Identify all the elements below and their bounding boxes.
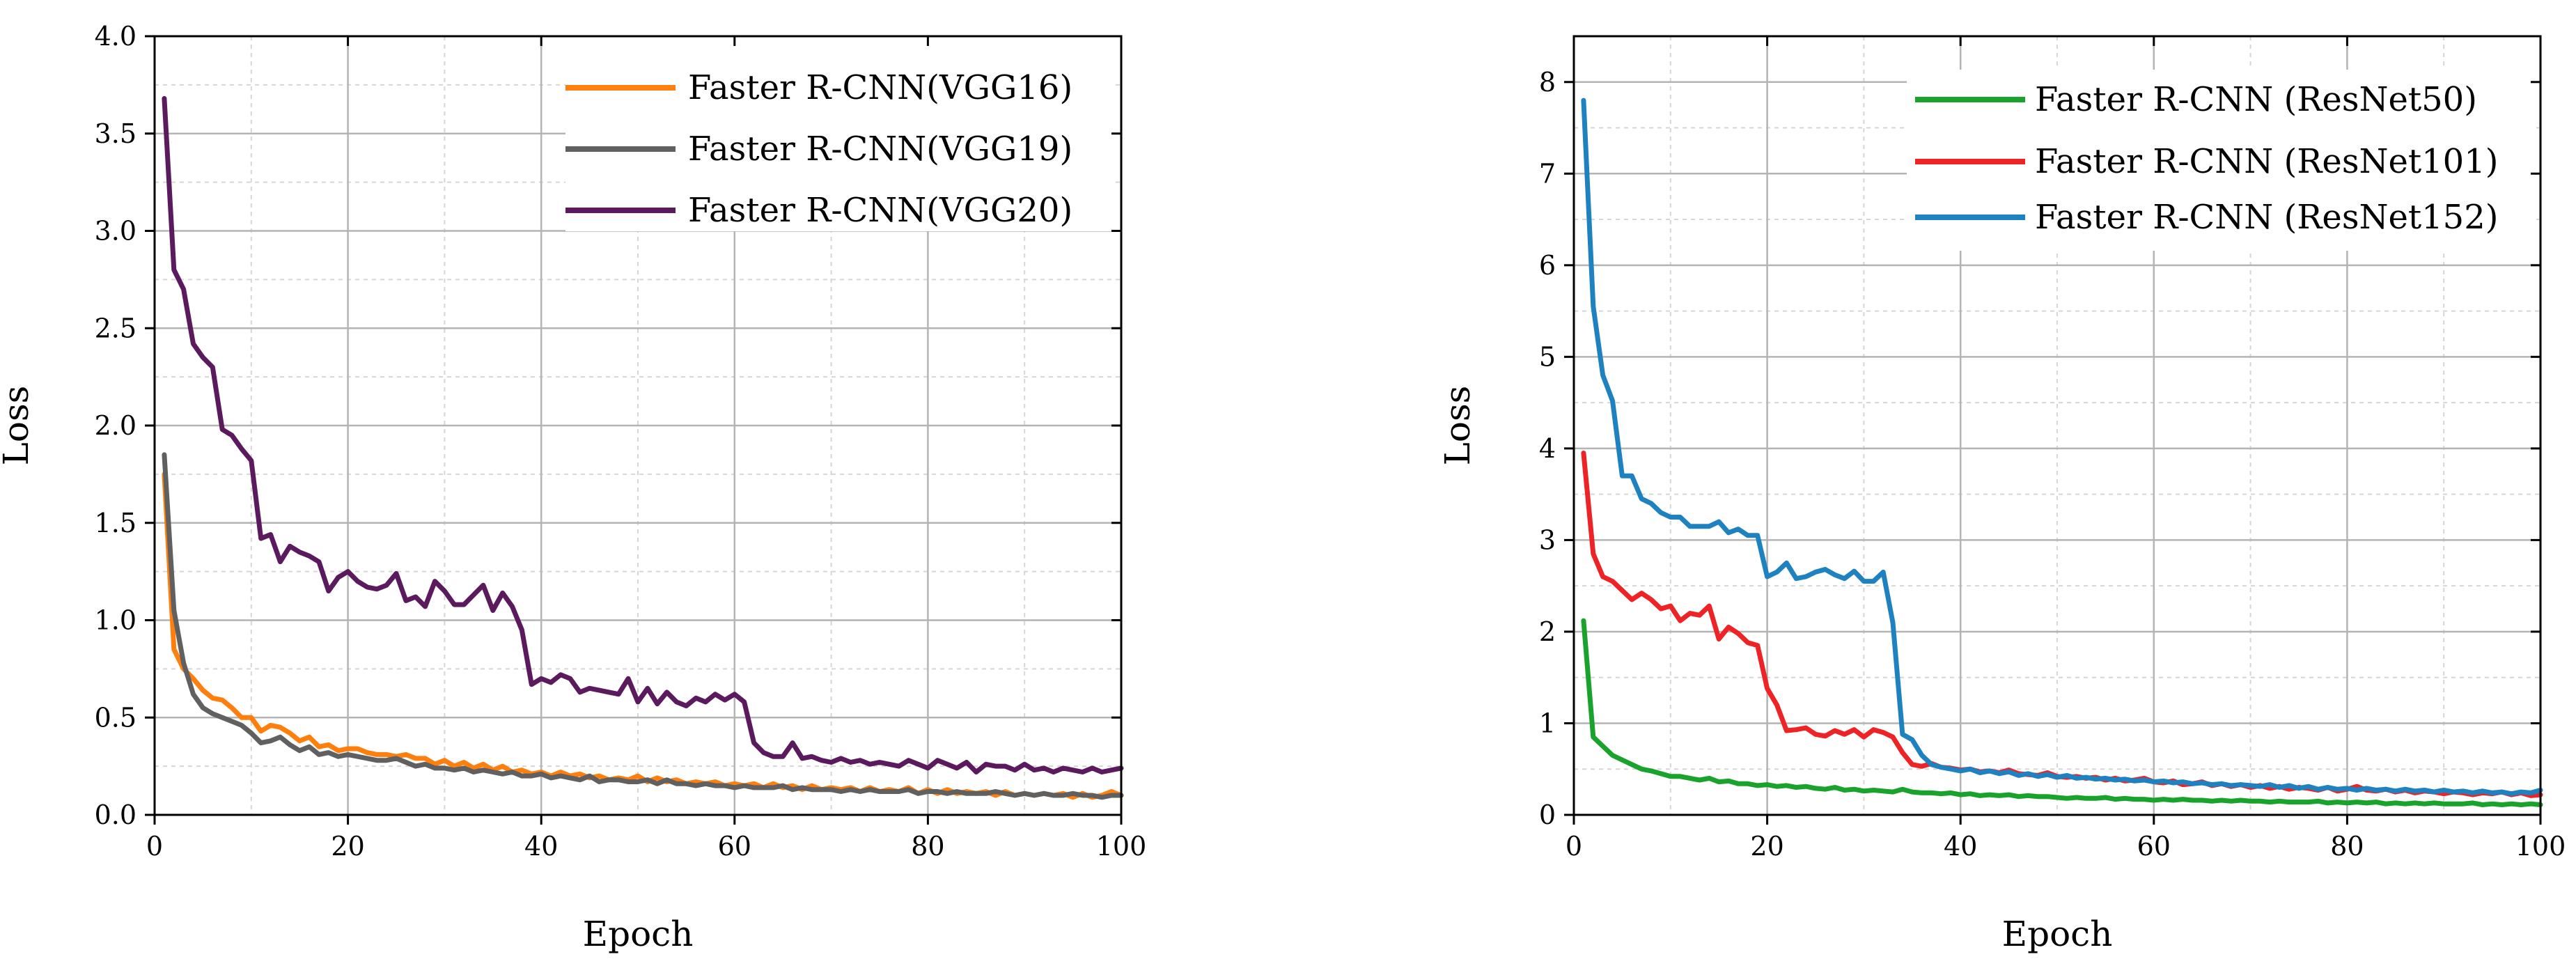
ticks: 0 20 40 60 80 100 0.0 0.5 1.0 1.5 2.0 2.5 3.0 3.5 4.0 (95, 21, 1147, 862)
x-axis-label: Epoch (583, 914, 694, 954)
minor-grid (155, 36, 1121, 815)
legend-background (565, 36, 1114, 231)
legend-label: Faster R-CNN(VGG16) (688, 68, 1072, 107)
y-tick-label: 2.0 (95, 410, 136, 441)
series-line-faster-r-cnn-vgg20 (162, 95, 1124, 774)
legend: Faster R-CNN (ResNet50) Faster R-CNN (Res… (1907, 70, 2536, 251)
y-tick-label: 2.5 (95, 313, 136, 343)
x-tick-label: 100 (1096, 831, 1147, 862)
y-tick-label: 0 (1539, 800, 1556, 830)
legend-label: Faster R-CNN(VGG20) (688, 191, 1072, 230)
x-tick-label: 80 (2330, 831, 2364, 862)
y-tick-label: 3.0 (95, 216, 136, 247)
y-tick-label: 6 (1539, 250, 1556, 281)
y-tick-label: 4 (1539, 433, 1556, 464)
legend-label: Faster R-CNN(VGG19) (688, 130, 1072, 169)
x-tick-label: 40 (1944, 831, 1977, 862)
x-tick-label: 20 (331, 831, 364, 862)
x-tick-label: 100 (2515, 831, 2566, 862)
y-tick-label: 3.5 (95, 118, 136, 149)
y-tick-label: 8 (1539, 67, 1556, 98)
y-tick-label: 7 (1539, 158, 1556, 189)
legend-label: Faster R-CNN (ResNet152) (2035, 198, 2498, 237)
series-group (162, 95, 1124, 800)
x-tick-label: 0 (1566, 831, 1582, 862)
legend: Faster R-CNN(VGG16) Faster R-CNN(VGG19) Fa… (565, 36, 1114, 231)
series-group (1581, 98, 2543, 807)
x-tick-label: 0 (146, 831, 163, 862)
y-tick-label: 0.0 (95, 800, 136, 830)
series-line-faster-r-cnn-vgg19 (162, 452, 1124, 800)
y-tick-label: 2 (1539, 616, 1556, 647)
legend-label: Faster R-CNN (ResNet101) (2035, 142, 2498, 181)
x-tick-label: 80 (911, 831, 944, 862)
y-tick-label: 1.5 (95, 508, 136, 538)
chart-vgg: Faster R-CNN(VGG16) Faster R-CNN(VGG19) Fa… (0, 21, 1146, 954)
chart-resnet: Faster R-CNN (ResNet50) Faster R-CNN (Res… (1437, 35, 2566, 954)
ticks: 0 20 40 60 80 100 0 1 2 3 4 5 6 7 8 (1539, 36, 2566, 862)
y-axis-label: Loss (1437, 386, 1478, 466)
y-tick-label: 1.0 (95, 605, 136, 636)
x-tick-label: 60 (718, 831, 751, 862)
x-tick-label: 40 (524, 831, 558, 862)
y-tick-label: 0.5 (95, 702, 136, 733)
series-line-faster-r-cnn-resnet152 (1581, 98, 2543, 797)
x-tick-label: 20 (1750, 831, 1783, 862)
x-tick-label: 60 (2137, 831, 2171, 862)
y-tick-label: 4.0 (95, 21, 136, 52)
y-tick-label: 3 (1539, 524, 1556, 555)
plot-frame (1572, 35, 2542, 816)
series-line-faster-r-cnn-resnet50 (1581, 618, 2543, 807)
y-tick-label: 1 (1539, 708, 1556, 738)
legend-label: Faster R-CNN (ResNet50) (2035, 80, 2477, 119)
y-tick-label: 5 (1539, 341, 1556, 372)
y-axis-label: Loss (0, 386, 36, 466)
x-axis-label: Epoch (2002, 914, 2113, 954)
